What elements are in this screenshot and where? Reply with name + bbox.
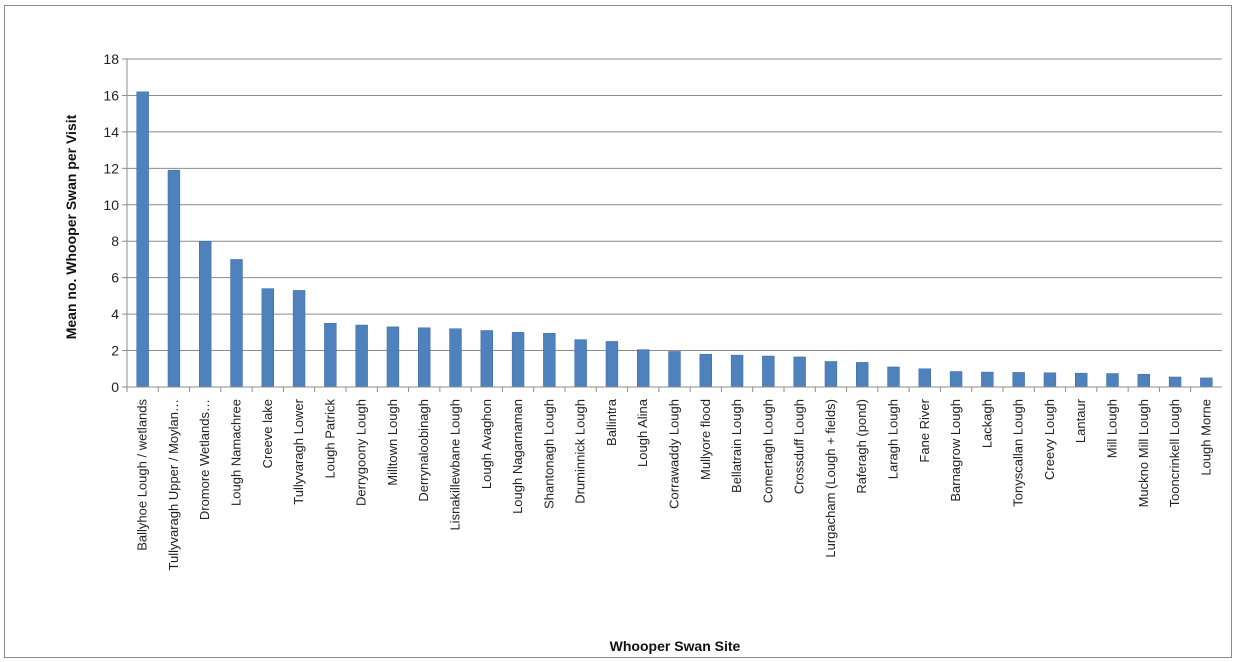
- x-tick-label: Lough Alina: [635, 398, 650, 467]
- bar: [418, 327, 431, 388]
- bar: [1106, 373, 1119, 388]
- bar: [292, 290, 306, 388]
- x-tick-label: Fane River: [917, 398, 932, 462]
- y-axis-title: Mean no. Whooper Swan per Visit: [63, 114, 79, 339]
- bar: [981, 371, 994, 388]
- bar: [1012, 372, 1025, 388]
- x-tick-label: Laragh Lough: [886, 399, 901, 479]
- bar: [887, 366, 900, 388]
- x-tick-label: Milltown Lough: [385, 399, 400, 486]
- gridlines: [122, 58, 1222, 388]
- x-tick-label: Tooncrinkell Lough: [1167, 399, 1182, 507]
- y-tick-label: 18: [103, 51, 119, 67]
- x-tick-label: Mill Lough: [1105, 399, 1120, 458]
- x-tick-label: Muckno Mill Lough: [1136, 399, 1151, 507]
- bar: [167, 169, 181, 388]
- x-tick-label: Lantaur: [1073, 398, 1088, 443]
- x-tick-label: Druminnick Lough: [573, 399, 588, 504]
- x-tick-label: Lurgacham (Lough + fields): [823, 399, 838, 558]
- x-tick-label: Lough Patrick: [322, 399, 337, 479]
- bar: [949, 371, 963, 388]
- x-tick-label: Lough Morne: [1198, 399, 1213, 476]
- y-tick-label: 2: [111, 343, 119, 359]
- y-tick-label: 10: [103, 197, 119, 213]
- x-tick-label: Creevy Lough: [1042, 399, 1057, 480]
- y-tick-label: 8: [111, 233, 119, 249]
- x-tick-label: Bellatrain Lough: [729, 399, 744, 493]
- y-tick-label: 0: [111, 379, 119, 395]
- bar: [730, 354, 744, 388]
- bar: [199, 240, 212, 388]
- bar: [355, 324, 368, 388]
- x-tick-label: Barnagrow Lough: [948, 399, 963, 502]
- y-tick-label: 4: [111, 306, 119, 322]
- x-tick-label: Mullyore flood: [698, 399, 713, 480]
- bar: [574, 339, 587, 388]
- bar: [824, 361, 838, 388]
- x-tick-label: Lisnakillewbane Lough: [448, 399, 463, 531]
- bar: [136, 91, 149, 388]
- y-tick-label: 12: [103, 160, 119, 176]
- x-tick-label: Lough Avaghon: [479, 399, 494, 489]
- chart-frame: 0 2 4 6 8 10 12 14 16 18 Ballyhoe Lough / wetland…: [4, 5, 1232, 658]
- y-tick-label: 14: [103, 124, 119, 140]
- bar: [856, 362, 869, 388]
- bar: [511, 332, 525, 388]
- x-tick-label: Lough Nagarnaman: [510, 399, 525, 514]
- x-tick-label: Derrygoony Lough: [354, 399, 369, 506]
- x-tick-label: Tullyvaragh Upper / Moylan…: [166, 399, 181, 570]
- bar: [668, 351, 681, 388]
- y-tick-label: 16: [103, 87, 119, 103]
- bar: [762, 355, 775, 388]
- x-tick-labels: Ballyhoe Lough / wetlands Tullyvaragh Upp…: [135, 398, 1214, 570]
- x-tick-label: Derrynaloobinagh: [416, 399, 431, 502]
- bar: [261, 288, 274, 388]
- bar: [449, 328, 462, 388]
- x-tick-label: Creeve lake: [260, 399, 275, 468]
- x-tick-label: Tonyscallan Lough: [1011, 399, 1026, 507]
- bar: [386, 326, 400, 388]
- bars: [136, 91, 1213, 388]
- bar-chart: 0 2 4 6 8 10 12 14 16 18 Ballyhoe Lough / wetland…: [63, 51, 1222, 654]
- y-tick-label: 6: [111, 270, 119, 286]
- x-tick-label: Ballyhoe Lough / wetlands: [135, 399, 150, 551]
- bar: [1043, 372, 1057, 388]
- x-tick-label: Lackagh: [979, 399, 994, 448]
- bar: [1200, 377, 1213, 388]
- bar: [543, 332, 556, 388]
- bar: [1137, 373, 1150, 388]
- x-tick-label: Lough Namachree: [229, 399, 244, 506]
- bar: [637, 349, 650, 388]
- bar: [1075, 372, 1088, 388]
- axes: [126, 59, 1222, 392]
- bar: [230, 259, 243, 388]
- x-tick-label: Comertagh Lough: [760, 399, 775, 503]
- bar: [605, 341, 619, 388]
- bar: [699, 353, 712, 388]
- x-tick-label: Tullyvaragh Lower: [291, 398, 306, 504]
- bar: [793, 356, 806, 388]
- x-tick-label: Corrawaddy Lough: [667, 399, 682, 509]
- x-tick-label: Raferagh (pond): [854, 399, 869, 494]
- bar: [480, 330, 493, 388]
- x-axis-title: Whooper Swan Site: [610, 638, 741, 654]
- bar: [324, 322, 337, 388]
- x-tick-label: Dromore Wetlands…: [197, 399, 212, 520]
- bar: [918, 368, 931, 388]
- y-tick-labels: 0 2 4 6 8 10 12 14 16 18: [103, 51, 119, 395]
- bar: [1168, 376, 1182, 388]
- x-tick-label: Ballintra: [604, 398, 619, 446]
- x-tick-label: Shantonagh Lough: [541, 399, 556, 509]
- x-tick-label: Crossduff Lough: [792, 399, 807, 494]
